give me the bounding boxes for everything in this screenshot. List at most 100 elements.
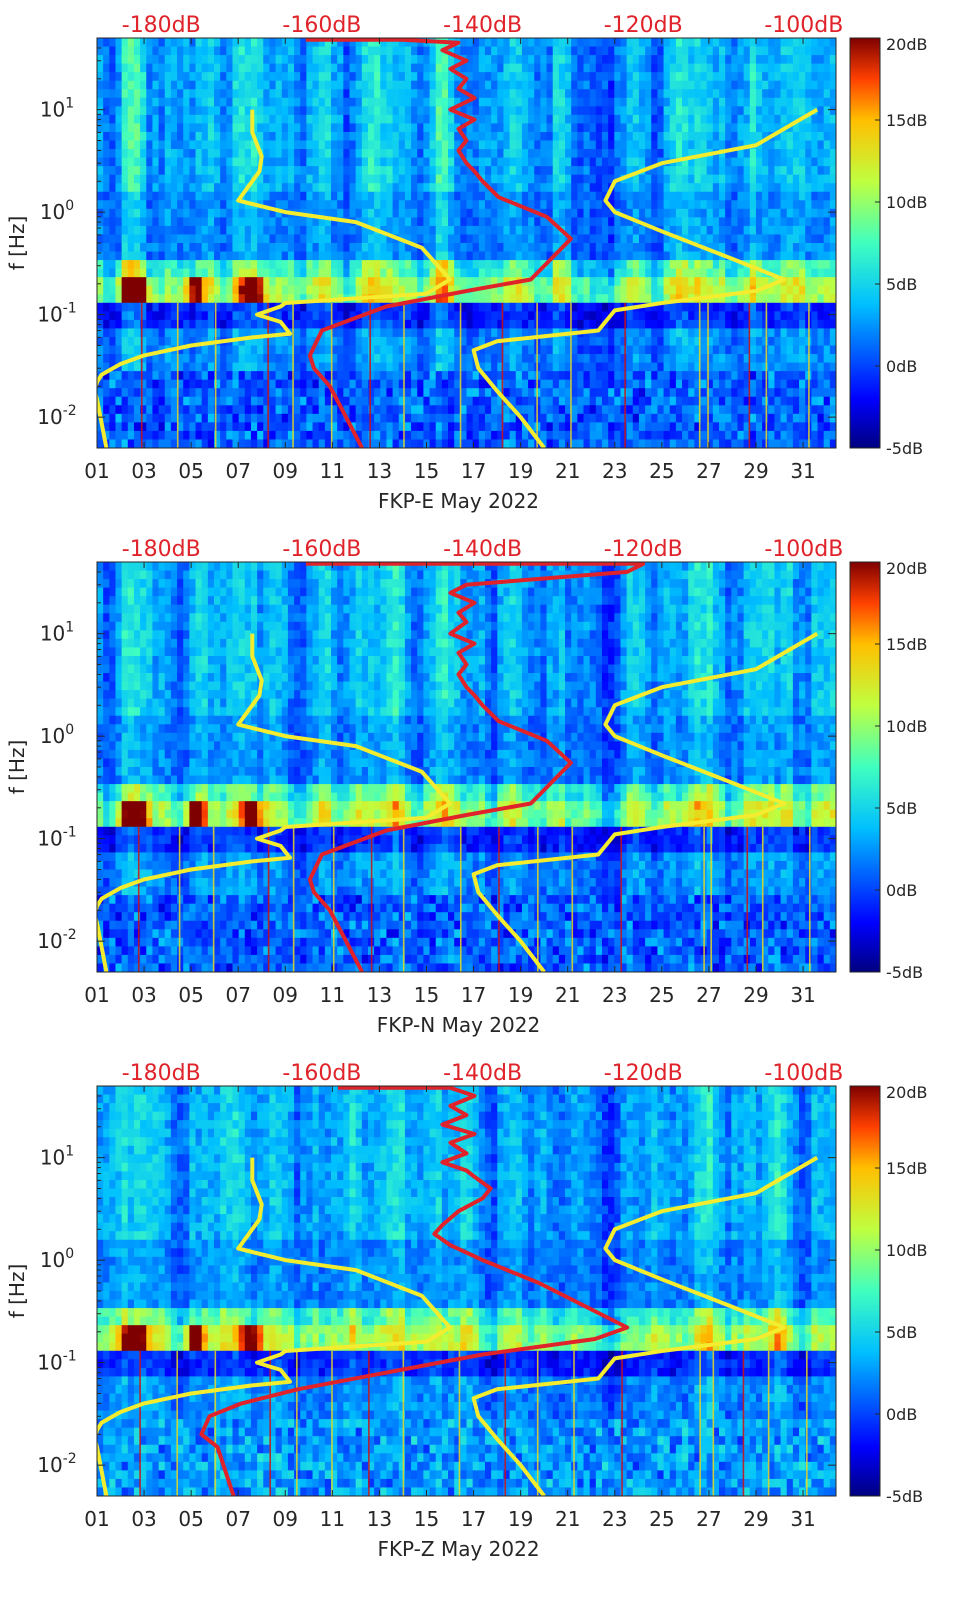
spectrogram-cell [682, 251, 689, 261]
spectrogram-cell [281, 336, 289, 347]
spectrogram-cell [287, 362, 295, 372]
spectrogram-cell [817, 72, 825, 82]
spectrogram-cell [429, 131, 437, 142]
spectrogram-cell [614, 251, 622, 261]
spectrogram-cell [238, 294, 246, 304]
spectrogram-cell [515, 234, 523, 244]
spectrogram-cell [275, 311, 283, 321]
spectrogram-cell [214, 140, 221, 150]
spectrogram-cell [552, 55, 560, 65]
spectrogram-cell [669, 217, 677, 227]
spectrogram-cell [595, 234, 603, 244]
spectrogram-cell [540, 80, 548, 90]
spectrogram-cell [201, 234, 209, 244]
spectrogram-cell [404, 243, 412, 253]
spectrogram-cell [731, 225, 739, 236]
spectrogram-cell [817, 97, 825, 107]
spectrogram-cell [786, 243, 794, 253]
spectrogram-cell [115, 285, 123, 295]
spectrogram-cell [244, 174, 252, 184]
spectrogram-cell [343, 97, 351, 107]
spectrogram-cell [127, 277, 135, 287]
spectrogram-cell [386, 89, 394, 99]
spectrogram-cell [121, 354, 129, 364]
spectrogram-cell [608, 379, 615, 389]
spectrogram-cell [515, 285, 523, 295]
spectrogram-cell [133, 200, 141, 210]
spectrogram-cell [755, 319, 763, 330]
spectrogram-cell [214, 319, 221, 330]
spectrogram-cell [768, 157, 776, 167]
spectrogram-cell [454, 268, 461, 278]
spectrogram-cell [731, 72, 739, 82]
spectrogram-cell [398, 336, 406, 347]
spectrogram-cell [244, 80, 252, 90]
spectrogram-cell [115, 388, 123, 398]
spectrogram-cell [749, 157, 757, 167]
spectrogram-cell [755, 371, 763, 381]
spectrogram-cell [472, 191, 480, 201]
spectrogram-cell [244, 149, 252, 159]
spectrogram-cell [528, 294, 535, 304]
spectrogram-cell [731, 80, 739, 90]
spectrogram-cell [232, 354, 240, 364]
spectrogram-cell [706, 268, 714, 278]
spectrogram-cell [386, 208, 394, 218]
spectrogram-cell [158, 140, 166, 150]
spectrogram-cell [133, 302, 141, 312]
spectrogram-cell [306, 336, 314, 347]
spectrogram-cell [528, 277, 535, 287]
spectrogram-cell [620, 131, 628, 142]
spectrogram-cell [460, 63, 468, 73]
spectrogram-cell [103, 123, 110, 133]
spectrogram-cell [620, 63, 628, 73]
spectrogram-cell [749, 371, 757, 381]
spectrogram-cell [318, 200, 326, 210]
spectrogram-cell [158, 106, 166, 116]
spectrogram-cell [177, 311, 184, 321]
spectrogram-cell [614, 311, 622, 321]
spectrogram-cell [737, 260, 745, 270]
spectrogram-cell [324, 371, 332, 381]
spectrogram-cell [250, 362, 258, 372]
spectrogram-cell [706, 225, 714, 236]
spectrogram-cell [183, 97, 190, 107]
spectrogram-cell [121, 243, 129, 253]
spectrogram-cell [601, 379, 609, 389]
spectrogram-cell [792, 97, 800, 107]
spectrogram-cell [201, 277, 209, 287]
spectrogram-cell [768, 345, 776, 355]
spectrogram-cell [620, 277, 628, 287]
spectrogram-cell [331, 38, 338, 48]
spectrogram-cell [472, 63, 480, 73]
spectrogram-cell [263, 354, 271, 364]
spectrogram-cell [694, 46, 702, 56]
spectrogram-cell [318, 268, 326, 278]
spectrogram-cell [478, 89, 486, 99]
spectrogram-cell [786, 191, 794, 201]
spectrogram-cell [244, 72, 252, 82]
spectrogram-cell [682, 371, 689, 381]
spectrogram-cell [565, 243, 572, 253]
spectrogram-cell [201, 80, 209, 90]
spectrogram-cell [140, 251, 147, 261]
spectrogram-cell [823, 89, 831, 99]
spectrogram-cell [700, 319, 708, 330]
spectrogram-cell [140, 345, 147, 355]
spectrogram-cell [374, 311, 381, 321]
spectrogram-cell [478, 319, 486, 330]
spectrogram-cell [127, 123, 135, 133]
spectrogram-cell [509, 97, 517, 107]
spectrogram-cell [201, 140, 209, 150]
spectrogram-cell [792, 345, 800, 355]
spectrogram-cell [140, 217, 147, 227]
spectrogram-cell [509, 388, 517, 398]
spectrogram-cell [133, 38, 141, 48]
spectrogram-cell [663, 131, 671, 142]
spectrogram-cell [546, 106, 554, 116]
spectrogram-cell [620, 294, 628, 304]
spectrogram-cell [700, 354, 708, 364]
spectrogram-cell [189, 362, 197, 372]
spectrogram-cell [133, 379, 141, 389]
spectrogram-cell [632, 72, 640, 82]
